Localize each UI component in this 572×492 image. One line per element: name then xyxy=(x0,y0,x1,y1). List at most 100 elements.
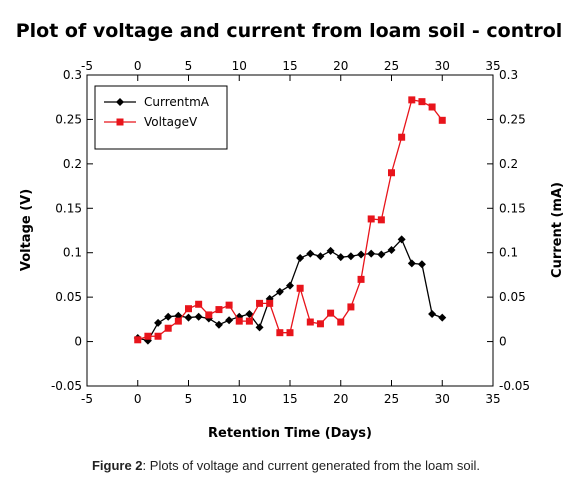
y-tick-label-left: 0.05 xyxy=(55,290,82,304)
data-point-currentma xyxy=(438,313,447,322)
data-point-voltagev xyxy=(428,103,436,111)
data-point-currentma xyxy=(387,246,396,255)
y-tick-label-right: 0.2 xyxy=(499,157,518,171)
legend: CurrentmA VoltageV xyxy=(94,85,228,150)
figure-caption: Figure 2: Plots of voltage and current g… xyxy=(0,458,572,473)
data-point-voltagev xyxy=(316,320,324,328)
data-point-voltagev xyxy=(195,300,203,308)
data-point-currentma xyxy=(326,246,335,255)
y-tick-label-left: 0.15 xyxy=(55,201,82,215)
data-point-currentma xyxy=(184,313,193,322)
x-tick-label-bottom: -5 xyxy=(81,392,93,406)
x-tick-label-top: 25 xyxy=(384,59,399,73)
data-point-voltagev xyxy=(225,301,233,309)
x-tick-label-bottom: 0 xyxy=(134,392,142,406)
data-point-currentma xyxy=(316,252,325,261)
data-point-currentma xyxy=(306,249,315,258)
y-tick-label-right: 0.3 xyxy=(499,68,518,82)
legend-items: CurrentmA VoltageV xyxy=(104,95,210,129)
x-tick-label-bottom: 20 xyxy=(333,392,348,406)
data-point-voltagev xyxy=(144,332,152,340)
data-point-voltagev xyxy=(266,299,274,307)
y-tick-label-right: 0 xyxy=(499,335,507,349)
data-point-voltagev xyxy=(215,306,223,314)
data-point-voltagev xyxy=(306,318,314,326)
data-point-currentma xyxy=(194,312,203,321)
data-point-voltagev xyxy=(398,133,406,141)
x-tick-label-top: 30 xyxy=(435,59,450,73)
data-point-currentma xyxy=(417,260,426,269)
y-tick-label-right: 0.25 xyxy=(499,112,526,126)
x-tick-label-top: -5 xyxy=(81,59,93,73)
data-point-currentma xyxy=(407,259,416,268)
data-point-voltagev xyxy=(388,169,395,177)
data-point-voltagev xyxy=(185,305,192,313)
data-point-voltagev xyxy=(205,311,213,319)
legend-marker-currentma xyxy=(116,98,124,106)
y-tick-label-left: -0.05 xyxy=(51,379,82,393)
data-point-voltagev xyxy=(438,116,446,124)
series-line-currentma xyxy=(137,238,443,342)
data-point-voltagev xyxy=(337,318,345,326)
x-tick-label-bottom: 10 xyxy=(232,392,247,406)
y-axis-left-title: Voltage (V) xyxy=(19,189,34,271)
chart-title: Plot of voltage and current from loam so… xyxy=(16,20,563,42)
y-tick-label-left: 0.2 xyxy=(63,157,82,171)
data-point-currentma xyxy=(377,250,386,259)
data-point-currentma xyxy=(214,320,223,329)
data-point-currentma xyxy=(367,249,376,258)
data-point-voltagev xyxy=(174,317,182,325)
y-tick-label-left: 0 xyxy=(74,335,82,349)
x-tick-label-bottom: 5 xyxy=(185,392,193,406)
legend-label-currentma: CurrentmA xyxy=(144,95,210,109)
data-point-currentma xyxy=(275,287,284,296)
legend-box xyxy=(94,85,228,150)
y-tick-label-left: 0.1 xyxy=(63,246,82,260)
x-tick-label-top: 20 xyxy=(333,59,348,73)
data-point-currentma xyxy=(336,253,345,262)
data-point-voltagev xyxy=(408,96,416,104)
y-tick-label-right: 0.05 xyxy=(499,290,526,304)
data-point-voltagev xyxy=(134,336,142,344)
data-point-currentma xyxy=(428,310,437,319)
data-point-voltagev xyxy=(164,324,172,332)
data-point-voltagev xyxy=(327,309,335,317)
data-point-currentma xyxy=(397,235,406,244)
data-point-voltagev xyxy=(418,98,426,106)
x-tick-label-top: 5 xyxy=(185,59,193,73)
data-point-voltagev xyxy=(296,284,304,292)
legend-label-voltagev: VoltageV xyxy=(144,115,198,129)
data-point-currentma xyxy=(286,281,294,290)
y-tick-label-right: 0.1 xyxy=(499,246,518,260)
data-point-voltagev xyxy=(347,303,355,311)
data-point-voltagev xyxy=(235,317,243,325)
data-point-currentma xyxy=(357,250,366,259)
x-tick-label-bottom: 30 xyxy=(435,392,450,406)
x-tick-label-top: 15 xyxy=(282,59,297,73)
caption-label: Figure 2 xyxy=(91,458,143,473)
data-point-currentma xyxy=(225,316,234,325)
data-point-voltagev xyxy=(367,215,375,223)
data-point-currentma xyxy=(346,252,355,261)
x-tick-label-top: 10 xyxy=(232,59,247,73)
x-tick-label-bottom: 15 xyxy=(282,392,297,406)
data-point-currentma xyxy=(164,312,173,321)
data-point-currentma xyxy=(296,254,305,263)
y-tick-label-left: 0.3 xyxy=(63,68,82,82)
data-point-voltagev xyxy=(256,299,264,307)
data-point-voltagev xyxy=(286,329,294,337)
y-tick-label-right: -0.05 xyxy=(499,379,530,393)
series-layer xyxy=(133,96,447,345)
data-point-voltagev xyxy=(245,317,253,325)
data-point-voltagev xyxy=(276,329,284,337)
data-point-voltagev xyxy=(377,216,385,224)
data-point-voltagev xyxy=(154,332,162,340)
y-tick-label-left: 0.25 xyxy=(55,112,82,126)
caption-text: : Plots of voltage and current generated… xyxy=(142,458,481,473)
data-point-currentma xyxy=(245,310,254,319)
data-point-voltagev xyxy=(357,275,365,283)
legend-marker-voltagev xyxy=(116,118,124,126)
x-tick-label-top: 0 xyxy=(134,59,142,73)
y-axis-right-title: Current (mA) xyxy=(550,182,565,278)
